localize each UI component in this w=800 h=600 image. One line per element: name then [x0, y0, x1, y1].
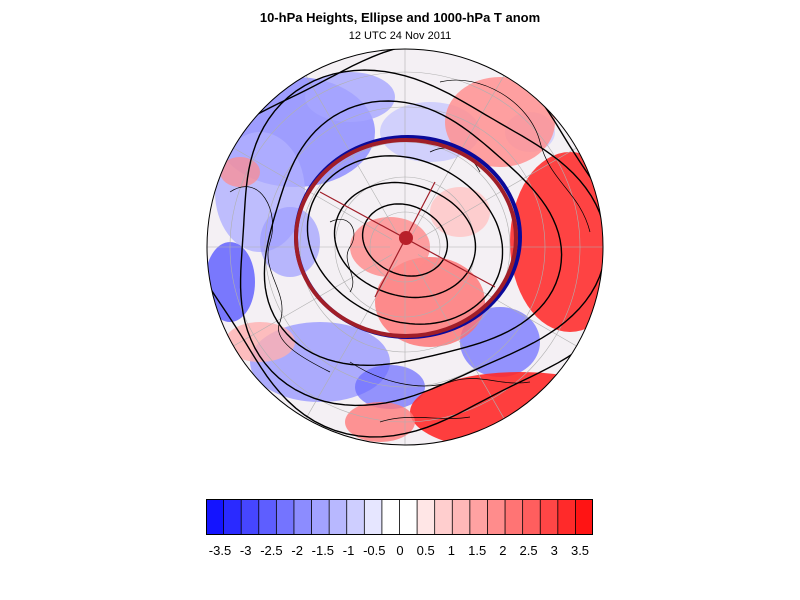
- page-subtitle: 12 UTC 24 Nov 2011: [348, 30, 452, 42]
- colorbar-swatch: [416, 498, 436, 536]
- colorbar-swatch: [381, 498, 401, 536]
- meridian-line: [417, 146, 579, 240]
- colorbar-tick-label: 1: [447, 543, 456, 558]
- colorbar-swatch: [311, 498, 330, 536]
- colorbar-tick-label: 2.5: [519, 543, 538, 558]
- ellipse: [294, 138, 518, 338]
- colorbar-tick-label: 3.5: [570, 543, 590, 558]
- colorbar-swatch: [205, 498, 225, 536]
- colorbar-tick-label: -1: [342, 543, 355, 558]
- globe-outline: [206, 48, 604, 446]
- meridian-line: [304, 259, 398, 421]
- colorbar-swatch: [346, 498, 366, 536]
- coastlines: [229, 79, 591, 423]
- colorbar-swatch: [275, 498, 295, 536]
- polar-map: [200, 42, 610, 452]
- colorbar-tick-labels: -3.5 -3 -2.5 -2 -1.5 -1 -0.5 0 0.5 1 1.5 2 2.5 3 3.5: [0, 543, 800, 563]
- colorbar-tick-label: -0.5: [363, 543, 386, 558]
- colorbar-swatch: [240, 498, 260, 536]
- colorbar-swatch: [451, 498, 471, 536]
- ellipse-center-dot: [399, 231, 413, 245]
- colorbar: [205, 498, 594, 536]
- meridian-line: [412, 259, 506, 421]
- height-contour: [263, 100, 563, 367]
- height-contour: [361, 203, 449, 277]
- colorbar-tick-label: -1.5: [311, 543, 335, 558]
- meridian-line: [231, 254, 393, 348]
- colorbar-swatch: [575, 498, 594, 536]
- colorbar-swatch: [469, 498, 489, 536]
- colorbar-tick-label: 3: [550, 543, 558, 558]
- colorbar-tick-label: 1.5: [468, 543, 487, 558]
- height-contour: [239, 69, 603, 407]
- polar-map-svg: [206, 48, 604, 446]
- colorbar-tick-label: -2: [291, 543, 303, 558]
- colorbar-swatch: [363, 498, 383, 536]
- colorbar-swatch: [504, 498, 524, 536]
- colorbar-frame: [206, 499, 593, 535]
- colorbar-swatch: [522, 498, 541, 536]
- colorbar-swatch: [487, 498, 506, 536]
- colorbar-tick-label: -3: [239, 543, 252, 558]
- colorbar-swatch: [223, 498, 242, 536]
- colorbar-swatch: [557, 498, 577, 536]
- colorbar-tick-label: -2.5: [260, 543, 283, 558]
- colorbar-swatch: [328, 498, 348, 536]
- colorbar-svg: [205, 498, 594, 536]
- colorbar-swatch: [293, 498, 313, 536]
- colorbar-tick-label: 2: [499, 543, 507, 558]
- colorbar-tick-label: 0: [396, 543, 404, 558]
- height-contour: [306, 155, 504, 325]
- colorbar-tick-label: -3.5: [208, 543, 232, 558]
- colorbar-swatch: [399, 498, 418, 536]
- colorbar-tick-label: 0.5: [416, 543, 435, 558]
- height-contour: [333, 181, 477, 299]
- page-title: 10-hPa Heights, Ellipse and 1000-hPa T a…: [259, 10, 541, 25]
- colorbar-swatch: [258, 498, 278, 536]
- colorbar-swatch: [434, 498, 453, 536]
- colorbar-swatch: [539, 498, 559, 536]
